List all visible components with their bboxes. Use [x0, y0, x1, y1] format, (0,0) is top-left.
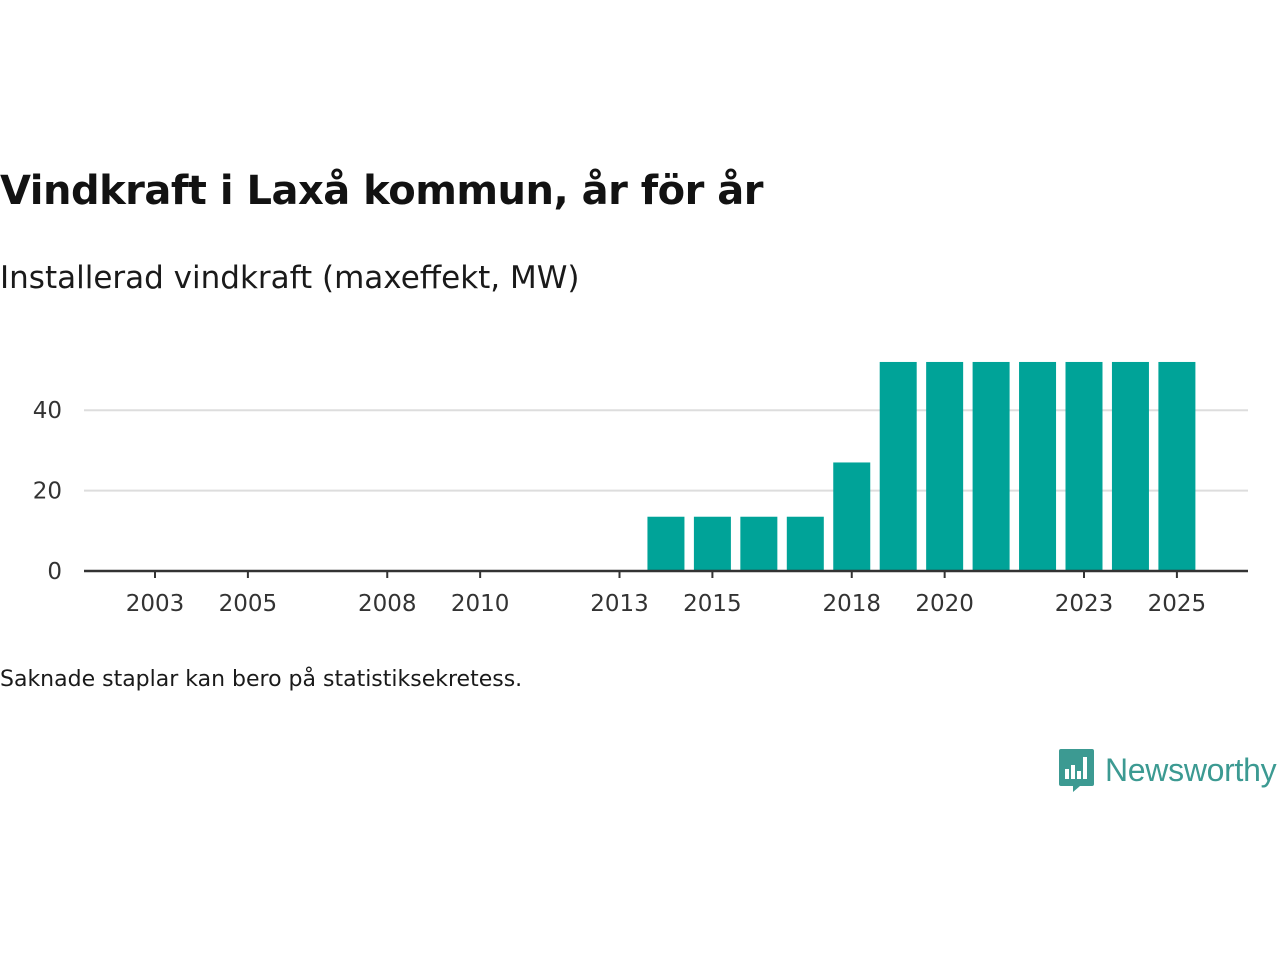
x-tick-label: 2008	[358, 591, 417, 617]
x-tick-label: 2015	[683, 591, 742, 617]
bars	[647, 361, 1196, 571]
brand-name: Newsworthy	[1105, 751, 1277, 788]
x-tick-label: 2005	[219, 591, 278, 617]
bar-chart: 0 20 40 2003 2005 2008 2010 2013 2015 2018 2020 202…	[33, 361, 1248, 617]
x-tick-label: 2025	[1148, 591, 1207, 617]
x-tick-label: 2013	[590, 591, 649, 617]
bar-2023	[1065, 361, 1103, 571]
x-tick-label: 2023	[1055, 591, 1114, 617]
bar-2019	[879, 361, 917, 571]
bar-2021	[972, 361, 1010, 571]
brand-logo[interactable]: Newsworthy	[1058, 748, 1277, 792]
chart-title: Vindkraft i Laxå kommun, år för år	[0, 168, 764, 214]
y-tick-label: 0	[47, 559, 62, 585]
bar-2018	[833, 462, 871, 571]
bar-2017	[786, 516, 824, 571]
bar-2025	[1158, 361, 1196, 571]
newsworthy-logo-icon	[1059, 749, 1094, 792]
bar-2014	[647, 516, 685, 571]
chart-subtitle: Installerad vindkraft (maxeffekt, MW)	[0, 260, 580, 296]
x-tick-label: 2020	[915, 591, 974, 617]
y-tick-label: 40	[33, 398, 62, 424]
x-tick-label: 2018	[822, 591, 881, 617]
y-tick-label: 20	[33, 479, 62, 505]
footnote: Saknade staplar kan bero på statistiksek…	[0, 667, 523, 692]
x-tick-label: 2010	[451, 591, 510, 617]
bar-2022	[1019, 361, 1057, 571]
bar-2016	[740, 516, 778, 571]
x-tick-label: 2003	[126, 591, 185, 617]
axes: 0 20 40 2003 2005 2008 2010 2013 2015 2018 2020 202…	[33, 398, 1248, 617]
bar-2020	[926, 361, 964, 571]
bar-2024	[1111, 361, 1149, 571]
bar-2015	[693, 516, 731, 571]
